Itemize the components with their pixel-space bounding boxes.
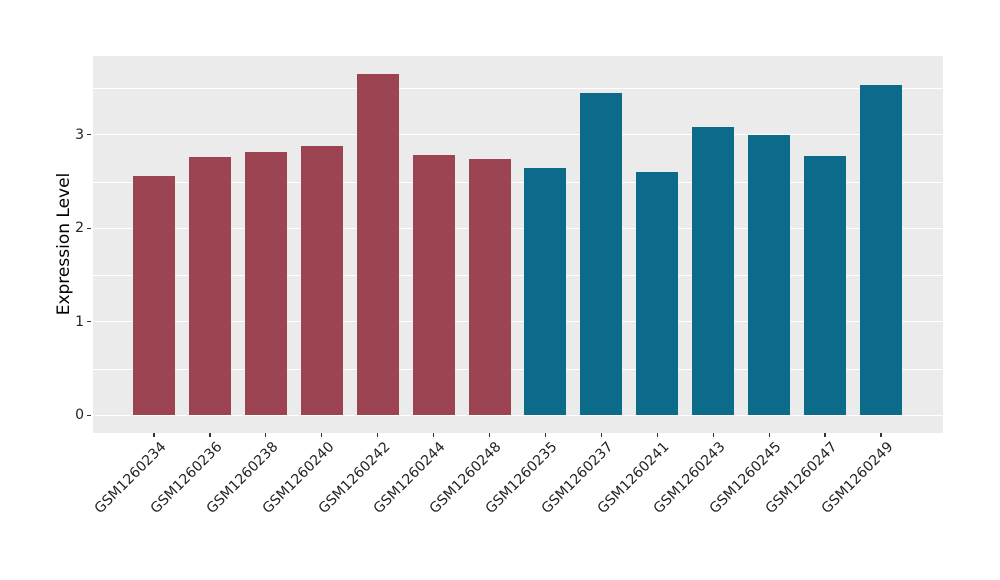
x-tick-mark	[656, 432, 658, 437]
x-tick-mark	[544, 432, 547, 437]
x-tick-mark	[824, 432, 826, 437]
gridline-minor	[92, 275, 943, 276]
bar-GSM1260247	[804, 156, 847, 416]
plot-panel	[92, 56, 943, 433]
bar-GSM1260245	[748, 134, 791, 416]
y-tick-mark	[87, 414, 91, 416]
bar-GSM1260244	[412, 155, 455, 416]
bar-GSM1260242	[356, 74, 399, 416]
gridline-major	[92, 321, 943, 323]
y-tick-label: 2	[75, 220, 84, 237]
x-tick-mark	[768, 432, 770, 437]
gridline-minor	[92, 181, 943, 183]
y-tick-label: 0	[75, 407, 84, 424]
y-tick-mark	[87, 227, 91, 229]
bar-GSM1260237	[580, 92, 623, 416]
gridline-minor	[92, 368, 943, 370]
x-tick-mark	[153, 432, 155, 437]
bar-GSM1260241	[636, 172, 679, 416]
x-tick-mark	[712, 432, 714, 437]
x-tick-mark	[265, 432, 267, 437]
gridline-major	[92, 414, 943, 416]
bar-GSM1260235	[524, 167, 567, 416]
y-axis-title: Expression Level	[54, 172, 74, 316]
bar-GSM1260238	[244, 151, 287, 416]
y-tick-mark	[87, 321, 91, 323]
bar-GSM1260234	[133, 175, 175, 416]
y-tick-label: 1	[75, 313, 84, 330]
gridline-major	[92, 227, 943, 229]
x-tick-mark	[600, 432, 602, 437]
x-tick-mark	[880, 432, 882, 437]
bar-GSM1260236	[188, 157, 231, 416]
bar-GSM1260240	[300, 146, 343, 416]
bar-GSM1260243	[692, 127, 735, 416]
x-tick-mark	[377, 432, 379, 437]
gridline-minor	[92, 88, 943, 89]
y-tick-mark	[87, 134, 91, 136]
x-tick-mark	[488, 432, 491, 437]
bar-GSM1260248	[468, 159, 511, 416]
x-tick-mark	[209, 432, 211, 437]
bar-GSM1260249	[859, 85, 902, 416]
gridline-major	[92, 134, 943, 136]
x-tick-mark	[321, 432, 323, 437]
y-tick-label: 3	[75, 126, 84, 143]
x-tick-mark	[433, 432, 435, 437]
